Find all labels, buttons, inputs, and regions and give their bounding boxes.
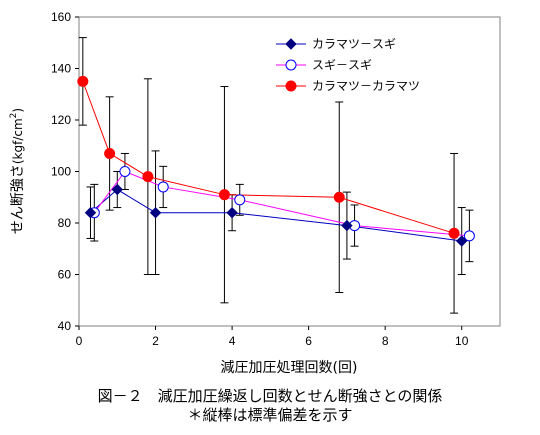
legend-label: カラマツ－スギ [312, 37, 396, 51]
data-point [218, 189, 230, 201]
x-tick-label: 0 [76, 334, 83, 348]
y-axis-title-unit: (kgf/cm [11, 118, 25, 164]
x-tick-label: 10 [455, 334, 469, 348]
data-point [456, 235, 468, 247]
series-lines [82, 81, 470, 242]
y-axis-title-unit-sup: 2 [9, 113, 19, 119]
y-tick-label: 160 [51, 10, 71, 24]
y-axis-title-unit-close: ) [11, 108, 25, 113]
legend-label: カラマツ－カラマツ [312, 79, 420, 93]
y-tick-label: 80 [58, 216, 72, 230]
data-point [463, 230, 475, 242]
x-tick-label: 8 [382, 334, 389, 348]
y-tick-label: 120 [51, 113, 71, 127]
x-axis-title: 減圧加圧処理回数(回) [221, 359, 358, 376]
data-point [157, 181, 169, 193]
legend-label: スギ－スギ [312, 58, 372, 72]
data-point [84, 206, 97, 219]
y-tick-label: 100 [51, 165, 71, 179]
x-axis-ticks: 0 2 4 6 8 10 [76, 326, 469, 348]
data-point [341, 219, 353, 232]
y-tick-label: 40 [58, 319, 72, 333]
series-markers [77, 75, 475, 247]
data-point [448, 227, 460, 239]
legend-box [270, 30, 432, 98]
x-tick-label: 4 [229, 334, 236, 348]
chart: 40 60 80 100 120 140 160 0 2 4 6 8 10 減圧加圧処理回数(回) せ… [9, 10, 501, 376]
y-tick-label: 60 [58, 268, 72, 282]
figure-caption: 図－２ 減圧加圧繰返し回数とせん断強さとの関係 [97, 387, 443, 405]
series-line [93, 170, 470, 237]
figure-note: ＊縦棒は標準偏差を示す [187, 406, 353, 424]
y-axis-ticks: 40 60 80 100 120 140 160 [51, 10, 79, 333]
data-point [333, 191, 345, 203]
x-tick-label: 6 [305, 334, 312, 348]
data-point [104, 147, 116, 159]
y-axis-title: せん断強さ(kgf/cm2) [9, 108, 26, 234]
data-point [226, 206, 238, 219]
series-line [90, 188, 462, 242]
data-point [77, 75, 89, 87]
legend-marker [285, 38, 297, 50]
x-tick-label: 2 [152, 334, 159, 348]
legend-marker [285, 59, 297, 71]
series-line [82, 81, 455, 234]
y-axis-title-main: せん断強さ [10, 164, 26, 234]
data-point [234, 194, 246, 206]
data-point [142, 171, 154, 183]
data-point [111, 183, 123, 196]
data-point [119, 166, 131, 177]
legend-marker [285, 80, 297, 92]
y-tick-label: 140 [51, 62, 71, 76]
data-point [149, 206, 162, 219]
